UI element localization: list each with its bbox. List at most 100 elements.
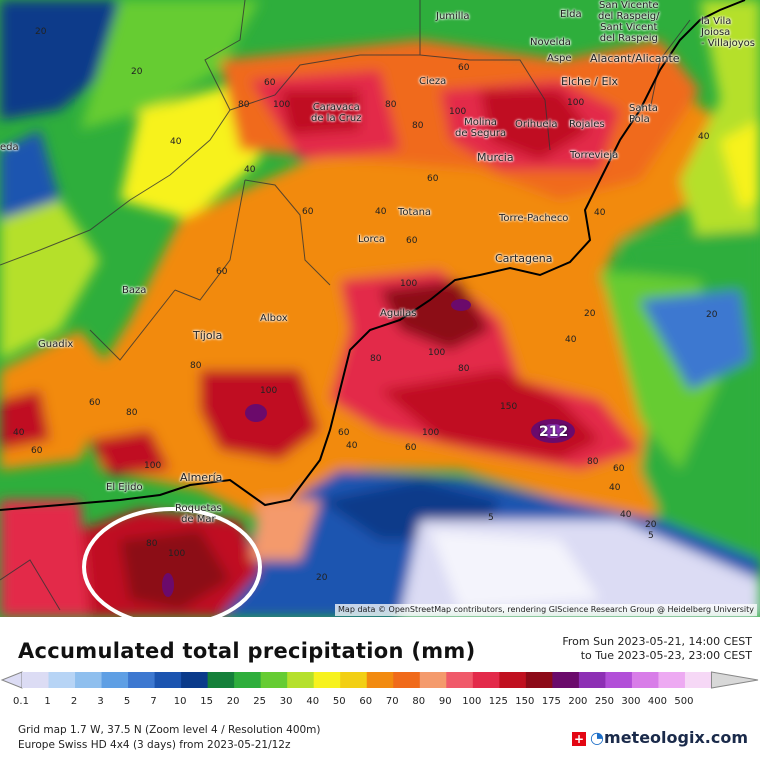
max-value-label: 212 bbox=[539, 424, 569, 440]
isoline-label: 80 bbox=[146, 539, 158, 549]
city-label[interactable]: Novelda bbox=[530, 37, 571, 48]
city-label[interactable]: Almería bbox=[180, 471, 223, 484]
grid-info: Grid map 1.7 W, 37.5 N (Zoom level 4 / R… bbox=[18, 724, 321, 736]
isoline-label: 60 bbox=[613, 464, 625, 474]
isoline-label: 60 bbox=[458, 63, 470, 73]
isoline-label: 60 bbox=[302, 207, 314, 217]
city-label[interactable]: la Vila Joiosa - Villajoyos bbox=[701, 16, 756, 49]
isoline-label: 80 bbox=[190, 361, 202, 371]
scale-tick-label: 20 bbox=[226, 696, 240, 707]
isoline-label: 60 bbox=[405, 443, 417, 453]
scale-arrow-high bbox=[710, 671, 759, 689]
scale-tick-label: 300 bbox=[621, 696, 641, 707]
isoline-label: 80 bbox=[412, 121, 424, 131]
isoline-label: 60 bbox=[264, 78, 276, 88]
city-label[interactable]: Murcia bbox=[477, 151, 514, 164]
isoline-label: 150 bbox=[500, 402, 518, 412]
scale-ticks: 0.1 1 2 3 5 7 10 15 20 25 30 40 50 60 70 80 90 100 125 150 1… bbox=[0, 696, 760, 710]
city-label[interactable]: Jumilla bbox=[436, 11, 470, 22]
scale-tick-label: 7 bbox=[150, 696, 157, 707]
scale-tick-label: 3 bbox=[97, 696, 104, 707]
isoline-label: 100 bbox=[273, 100, 291, 110]
scale-swatch bbox=[631, 672, 659, 688]
scale-tick-label: 50 bbox=[332, 696, 346, 707]
city-label[interactable]: Aguilas bbox=[380, 308, 417, 319]
city-label[interactable]: Alacant/Alicante bbox=[590, 52, 680, 65]
isoline-label: 100 bbox=[422, 428, 440, 438]
isoline-label: 20 bbox=[316, 573, 328, 583]
scale-swatch bbox=[75, 672, 103, 688]
isoline-label: 80 bbox=[587, 457, 599, 467]
isoline-label: 80 bbox=[126, 408, 138, 418]
scale-tick-label: 2 bbox=[70, 696, 78, 707]
isoline-label: 40 bbox=[375, 207, 387, 217]
city-label[interactable]: Caravaca de la Cruz bbox=[311, 102, 362, 124]
scale-swatch bbox=[234, 672, 262, 688]
precipitation-field bbox=[0, 0, 760, 617]
city-label[interactable]: Guadix bbox=[38, 339, 74, 350]
city-label[interactable]: Santa Pola bbox=[629, 103, 658, 125]
city-label[interactable]: Tíjola bbox=[193, 329, 223, 342]
isoline-label: 5 bbox=[648, 531, 654, 541]
city-label[interactable]: Torre-Pacheco bbox=[499, 213, 569, 224]
scale-swatch bbox=[128, 672, 156, 688]
scale-tick-label: 25 bbox=[253, 696, 267, 707]
isoline-label: 20 bbox=[706, 310, 718, 320]
isoline-label: 100 bbox=[260, 386, 278, 396]
isoline-label: 20 bbox=[131, 67, 143, 77]
city-label[interactable]: Cieza bbox=[419, 76, 447, 87]
meteologix-logo[interactable]: + ◔meteologix.com bbox=[572, 728, 748, 747]
city-label[interactable]: Elda bbox=[560, 9, 582, 20]
model-info: Europe Swiss HD 4x4 (3 days) from 2023-0… bbox=[18, 739, 291, 751]
isoline-label: 80 bbox=[458, 364, 470, 374]
scale-swatch bbox=[578, 672, 606, 688]
scale-swatch bbox=[48, 672, 76, 688]
city-label[interactable]: Elche / Elx bbox=[561, 75, 619, 88]
city-label[interactable]: Albox bbox=[260, 313, 288, 324]
city-label[interactable]: Cartagena bbox=[495, 252, 553, 265]
isoline-label: 100 bbox=[168, 549, 186, 559]
scale-swatch bbox=[260, 672, 288, 688]
scale-swatch bbox=[287, 672, 315, 688]
scale-swatch bbox=[366, 672, 394, 688]
scale-tick-label: 90 bbox=[438, 696, 452, 707]
scale-tick-label: 80 bbox=[412, 696, 426, 707]
scale-swatch bbox=[419, 672, 447, 688]
isoline-label: 20 bbox=[35, 27, 47, 37]
city-label[interactable]: Lorca bbox=[358, 234, 386, 245]
city-label[interactable]: Totana bbox=[398, 207, 432, 218]
city-label[interactable]: El Ejido bbox=[106, 482, 143, 493]
isoline-label: 80 bbox=[370, 354, 382, 364]
scale-swatch bbox=[181, 672, 209, 688]
isoline-label: 40 bbox=[346, 441, 358, 451]
scale-swatch bbox=[22, 672, 50, 688]
city-label[interactable]: Roquetas de Mar bbox=[175, 503, 222, 525]
scale-arrow-low bbox=[0, 671, 23, 689]
isoline-label: 40 bbox=[13, 428, 25, 438]
isoline-label: 80 bbox=[385, 100, 397, 110]
city-label[interactable]: Aspe bbox=[547, 53, 572, 64]
precipitation-map[interactable]: 20 40 60 80 100 40 60 80 100 80 100 60 4… bbox=[0, 0, 760, 617]
city-label[interactable]: eda bbox=[0, 142, 19, 153]
city-label[interactable]: Baza bbox=[122, 285, 147, 296]
city-label[interactable]: Torrevieja bbox=[570, 150, 619, 161]
scale-swatch bbox=[499, 672, 527, 688]
isoline-label: 60 bbox=[216, 267, 228, 277]
scale-tick-label: 1 bbox=[44, 696, 51, 707]
scale-swatch bbox=[101, 672, 129, 688]
isoline-label: 60 bbox=[406, 236, 418, 246]
city-label[interactable]: Orihuela bbox=[515, 119, 558, 130]
logo-text: meteologix.com bbox=[604, 728, 748, 747]
city-label[interactable]: Rojales bbox=[569, 119, 605, 130]
scale-tick-label: 0.1 bbox=[13, 696, 29, 707]
isoline-label: 100 bbox=[144, 461, 162, 471]
scale-tick-label: 5 bbox=[123, 696, 131, 707]
isoline-label: 100 bbox=[449, 107, 467, 117]
city-label[interactable]: San Vicente del Raspeig/ Sant Vicent del… bbox=[598, 0, 660, 44]
isoline-label: 100 bbox=[400, 279, 418, 289]
city-label[interactable]: Molina de Segura bbox=[455, 117, 507, 139]
isoline-label: 40 bbox=[609, 483, 621, 493]
isoline-label: 80 bbox=[238, 100, 250, 110]
isoline-label: 40 bbox=[698, 132, 710, 142]
period-from: From Sun 2023-05-21, 14:00 CEST bbox=[562, 635, 752, 648]
